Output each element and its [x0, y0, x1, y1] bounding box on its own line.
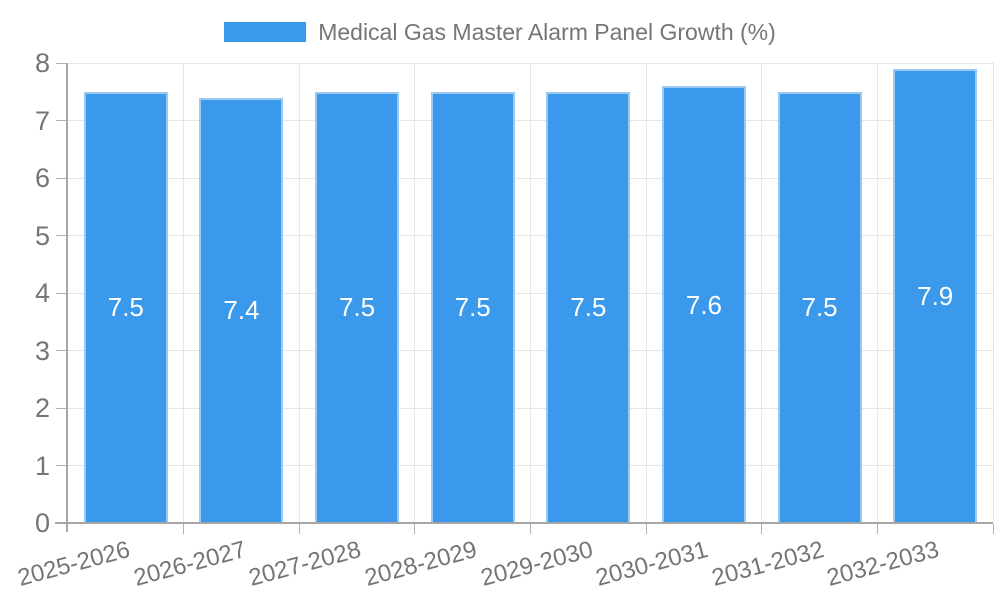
y-tick-mark	[56, 407, 68, 409]
x-axis-tick-label: 2026-2027	[130, 536, 249, 592]
y-axis-tick-label: 1	[34, 450, 50, 481]
bar-2030-2031	[661, 86, 746, 523]
y-axis-line	[66, 63, 68, 532]
x-axis-tick-label: 2025-2026	[14, 536, 133, 592]
bar-value-label: 7.5	[454, 292, 491, 323]
x-tick-mark	[876, 524, 878, 534]
x-tick-mark	[414, 524, 416, 534]
bar-value-label: 7.9	[917, 280, 954, 311]
y-tick-mark	[56, 62, 68, 64]
legend-color-swatch	[224, 22, 307, 42]
bar-2025-2026	[83, 91, 168, 523]
gridline-vertical	[298, 63, 300, 523]
y-tick-mark	[56, 465, 68, 466]
x-tick-mark	[761, 524, 763, 534]
y-axis-tick-label: 2	[34, 393, 50, 423]
bar-value-label: 7.6	[685, 289, 723, 320]
bar-value-label: 7.4	[223, 295, 260, 326]
bar-2031-2032	[777, 91, 862, 523]
bar-2028-2029	[430, 91, 515, 523]
gridline-vertical	[414, 63, 416, 523]
x-axis-line	[55, 522, 993, 524]
y-axis-tick-label: 6	[34, 163, 50, 193]
y-axis-tick-label: 8	[34, 48, 50, 78]
y-axis-tick-label: 7	[34, 105, 50, 136]
y-tick-mark	[56, 235, 68, 236]
gridline-vertical	[183, 63, 185, 523]
x-axis-tick-label: 2031-2032	[708, 536, 827, 592]
x-axis-tick-label: 2029-2030	[477, 536, 596, 592]
bar-value-label: 7.5	[570, 292, 607, 323]
x-tick-mark	[530, 524, 531, 534]
bar-2029-2030	[546, 91, 631, 523]
legend-item[interactable]: Medical Gas Master Alarm Panel Growth (%…	[224, 19, 776, 46]
bar-value-label: 7.5	[801, 292, 838, 323]
y-tick-mark	[56, 177, 68, 179]
plot-area: 0 1 2 3 4 5 6 7 8 7.5 2025-2026 7.4 2026-2027 7.5 2027…	[15, 48, 994, 592]
y-tick-mark	[56, 292, 68, 294]
bar-2027-2028	[315, 91, 400, 523]
legend-series-label: Medical Gas Master Alarm Panel Growth (%…	[318, 18, 776, 45]
x-axis-tick-label: 2027-2028	[246, 536, 365, 592]
x-axis-tick-label: 2028-2029	[361, 536, 480, 592]
x-axis-tick-label: 2030-2031	[593, 536, 711, 592]
y-axis-tick-label: 3	[34, 335, 50, 366]
gridline-vertical	[761, 63, 763, 523]
gridline-vertical	[992, 63, 994, 523]
gridline-vertical	[645, 63, 647, 523]
y-tick-mark	[56, 120, 68, 121]
y-axis-tick-label: 5	[34, 220, 50, 251]
chart-legend: Medical Gas Master Alarm Panel Growth (%…	[0, 14, 1000, 50]
bar-2026-2027	[199, 97, 284, 523]
bar-2032-2033	[893, 68, 978, 523]
y-tick-mark	[56, 350, 68, 351]
x-tick-mark	[992, 524, 994, 534]
y-axis-tick-label: 4	[34, 278, 50, 308]
x-tick-mark	[298, 524, 300, 534]
x-tick-mark	[645, 524, 647, 534]
bar-value-label: 7.5	[338, 292, 376, 323]
gridline-vertical	[530, 63, 531, 523]
x-tick-mark	[183, 524, 185, 534]
y-axis-tick-label: 0	[34, 508, 50, 538]
gridline-vertical	[876, 63, 878, 523]
x-axis-tick-label: 2032-2033	[824, 536, 943, 592]
bar-value-label: 7.5	[107, 292, 144, 323]
